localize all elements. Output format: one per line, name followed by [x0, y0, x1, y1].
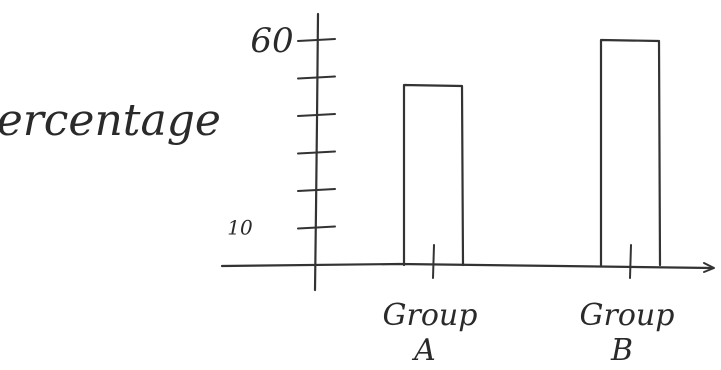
x-tick-mark — [432, 244, 435, 279]
y-tick-mark — [297, 225, 336, 230]
y-tick-mark — [297, 75, 336, 80]
y-tick-label: 10 — [227, 216, 253, 240]
x-tick-mark — [629, 244, 632, 279]
y-axis-label: Percentage — [0, 95, 221, 146]
y-tick-mark — [297, 188, 336, 192]
x-tick-label: Group — [580, 298, 675, 333]
y-tick-label: 60 — [250, 21, 293, 61]
x-axis-arrow — [703, 262, 715, 273]
bar — [599, 38, 662, 267]
x-axis-line — [220, 262, 714, 270]
x-tick-label: B — [610, 333, 633, 368]
x-tick-label: Group — [383, 298, 478, 333]
y-tick-mark — [297, 113, 336, 117]
y-tick-mark — [297, 150, 336, 155]
x-tick-label: A — [411, 333, 436, 368]
bar — [402, 83, 465, 267]
y-axis-line — [313, 12, 320, 292]
y-tick-mark — [297, 38, 336, 42]
